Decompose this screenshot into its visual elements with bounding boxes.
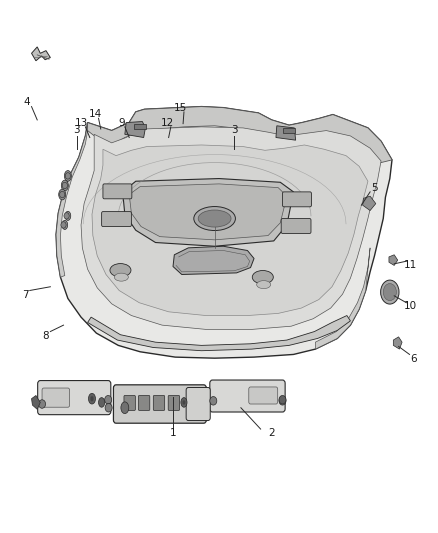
Ellipse shape: [121, 402, 129, 414]
Polygon shape: [32, 395, 40, 409]
Text: 13: 13: [75, 118, 88, 127]
Polygon shape: [389, 255, 398, 265]
Polygon shape: [56, 123, 88, 277]
Ellipse shape: [64, 171, 71, 181]
Polygon shape: [56, 107, 392, 358]
Text: 6: 6: [410, 354, 417, 364]
Circle shape: [62, 182, 67, 189]
Ellipse shape: [181, 398, 187, 407]
Ellipse shape: [252, 271, 273, 284]
Circle shape: [60, 191, 65, 198]
Text: 8: 8: [42, 331, 49, 341]
Ellipse shape: [61, 180, 68, 191]
Polygon shape: [81, 127, 381, 329]
Text: 3: 3: [231, 125, 238, 135]
Text: 7: 7: [21, 290, 28, 300]
Circle shape: [61, 222, 66, 228]
Polygon shape: [123, 179, 293, 246]
Ellipse shape: [198, 210, 231, 227]
Circle shape: [105, 403, 112, 412]
Text: 3: 3: [73, 125, 80, 135]
Circle shape: [279, 395, 286, 404]
FancyBboxPatch shape: [138, 395, 150, 410]
Polygon shape: [32, 47, 50, 61]
Polygon shape: [315, 248, 370, 349]
Ellipse shape: [62, 221, 67, 230]
Text: 11: 11: [404, 260, 417, 270]
FancyBboxPatch shape: [281, 219, 311, 233]
FancyBboxPatch shape: [210, 380, 285, 412]
Text: 5: 5: [371, 183, 378, 192]
FancyBboxPatch shape: [153, 395, 165, 410]
Text: 9: 9: [118, 118, 125, 127]
Circle shape: [279, 397, 286, 405]
Polygon shape: [363, 196, 376, 211]
FancyBboxPatch shape: [124, 395, 135, 410]
FancyBboxPatch shape: [102, 212, 131, 227]
Ellipse shape: [88, 393, 95, 404]
FancyBboxPatch shape: [186, 387, 210, 421]
Polygon shape: [88, 316, 350, 351]
Ellipse shape: [381, 280, 399, 304]
Ellipse shape: [90, 396, 94, 401]
Ellipse shape: [65, 211, 71, 221]
Polygon shape: [125, 122, 145, 138]
Circle shape: [65, 173, 71, 179]
Ellipse shape: [110, 263, 131, 277]
Circle shape: [64, 213, 69, 219]
FancyBboxPatch shape: [283, 192, 311, 207]
Ellipse shape: [257, 280, 271, 289]
FancyBboxPatch shape: [38, 381, 111, 415]
Ellipse shape: [59, 189, 66, 200]
Text: 2: 2: [268, 428, 275, 438]
Polygon shape: [276, 126, 296, 140]
Text: 12: 12: [161, 118, 174, 127]
Text: 15: 15: [174, 103, 187, 112]
Polygon shape: [393, 337, 402, 349]
FancyBboxPatch shape: [113, 385, 206, 423]
Ellipse shape: [99, 398, 105, 407]
FancyBboxPatch shape: [168, 395, 180, 410]
Text: 1: 1: [170, 428, 177, 438]
Ellipse shape: [194, 207, 236, 231]
Ellipse shape: [383, 284, 396, 301]
Circle shape: [39, 400, 46, 408]
Bar: [134, 124, 146, 129]
Circle shape: [105, 395, 112, 404]
Polygon shape: [88, 107, 392, 163]
Polygon shape: [92, 145, 368, 316]
Ellipse shape: [182, 400, 185, 405]
Bar: [283, 128, 295, 133]
Text: 10: 10: [404, 302, 417, 311]
Polygon shape: [129, 184, 287, 240]
Text: 4: 4: [24, 98, 31, 107]
Circle shape: [210, 397, 217, 405]
Polygon shape: [173, 246, 254, 274]
Text: 14: 14: [89, 109, 102, 118]
FancyBboxPatch shape: [249, 387, 278, 404]
FancyBboxPatch shape: [42, 388, 70, 407]
FancyBboxPatch shape: [103, 184, 132, 199]
Ellipse shape: [114, 273, 128, 281]
